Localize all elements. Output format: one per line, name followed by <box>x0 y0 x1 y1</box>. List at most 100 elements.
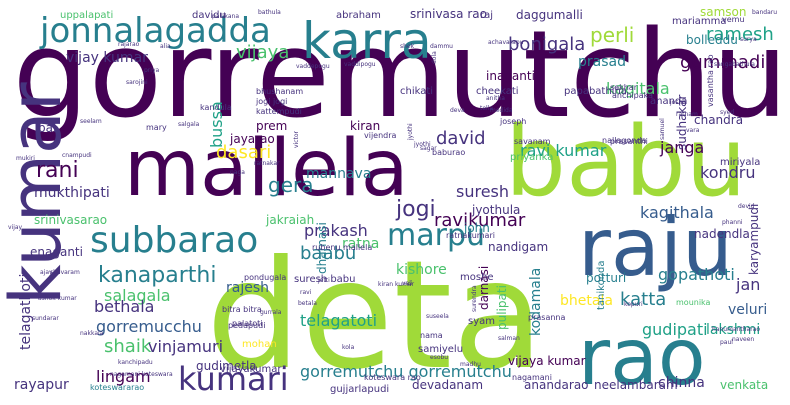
word-alia: alia <box>160 43 171 50</box>
word-janga: janga <box>659 138 704 157</box>
word-pal: pal <box>38 121 56 135</box>
word-bolleddu: bolleddu <box>686 33 738 47</box>
word-srinivasarao: srinivasarao <box>34 213 107 227</box>
word-joshi: joshi <box>669 99 684 106</box>
word-nakkala: nakkala <box>80 330 104 337</box>
word-raj: raj <box>480 10 493 21</box>
word-ratnam: ratnam <box>676 111 698 118</box>
word-kagitala: kagitala <box>606 79 670 98</box>
word-marpu: marpu <box>387 218 485 253</box>
word-palatoti: palatoti <box>232 319 263 328</box>
word-vemu: vemu <box>722 15 745 24</box>
word-prem: prem <box>256 119 287 133</box>
word-vijay: vijay <box>8 224 23 231</box>
word-gudimetla: gudimetla <box>196 359 257 373</box>
word-ratnakumari: ratnakumari <box>446 231 495 240</box>
word-prasanthi: prasanthi <box>610 137 648 146</box>
word-baabu: baabu <box>300 243 356 264</box>
word-gopathoti: gopathoti <box>658 265 735 284</box>
word-veluri: veluri <box>728 302 767 318</box>
word-syed: syed <box>720 109 734 116</box>
word-jetti: jetti <box>317 277 330 284</box>
word-kagithala: kagithala <box>640 203 714 222</box>
word-perli: perli <box>590 23 634 47</box>
word-enaganti: enaganti <box>30 245 83 259</box>
word-kumari: kumari <box>178 360 289 398</box>
word-bhetala: bhetala <box>560 293 613 309</box>
word-dola: dola <box>431 51 438 64</box>
word-jyothi: jyothi <box>413 141 431 148</box>
word-deta: deta <box>206 229 544 403</box>
word-vaddipogu: vaddipogu <box>344 61 376 68</box>
word-prakash: prakash <box>304 221 368 240</box>
word-vijendra: vijendra <box>364 131 397 140</box>
word-inaganti: inaganti <box>486 69 535 83</box>
word-ananda: ananda <box>650 96 687 107</box>
word-samiyelu: samiyelu <box>418 344 463 355</box>
word-paul: paul <box>720 339 733 346</box>
word-uppalapati: uppalapati <box>60 10 113 21</box>
word-abraham: abraham <box>336 10 381 21</box>
word-jan: jan <box>735 275 760 294</box>
word-karra: karra <box>302 12 432 70</box>
word-rajarao: rajarao <box>118 41 140 48</box>
word-anitha: anitha <box>486 95 505 102</box>
word-gorremutchu: gorremutchu <box>13 6 788 145</box>
word-john: john <box>463 221 490 235</box>
word-gera: gera <box>268 173 313 197</box>
word-priya: priya <box>144 67 159 74</box>
word-surendra: surendra <box>471 285 478 312</box>
word-phanni: phanni <box>722 219 743 226</box>
word-jayarao: jayarao <box>229 132 275 146</box>
word-jogi: jogi <box>395 197 436 222</box>
word-nadendla: nadendla <box>694 227 750 241</box>
word-pedapudi: pedapudi <box>228 321 265 330</box>
word-rayapur: rayapur <box>14 377 69 393</box>
word-nandigam: nandigam <box>488 240 548 254</box>
word-betala: betala <box>298 300 317 307</box>
word-nallagonda: nallagonda <box>602 136 646 145</box>
word-papabathina: papabathina <box>564 86 627 97</box>
word-cnampudi: cnampudi <box>62 152 92 159</box>
word-kandula: kandula <box>200 103 232 112</box>
word-shek: shek <box>400 43 415 50</box>
word-vaddepogu: vaddepogu <box>296 63 330 70</box>
word-bhushanam: bhushanam <box>256 87 303 96</box>
word-telagatoti: telagatoti <box>300 311 377 330</box>
word-deva: deva <box>450 107 465 114</box>
word-samson: samson <box>700 5 747 19</box>
word-chikati: chikati <box>400 86 433 97</box>
word-lakshmi: lakshmi <box>706 322 760 338</box>
word-vasantha-rao: vasantha rao <box>706 54 715 107</box>
word-tanikonda: tanikonda <box>596 260 607 310</box>
word-kattempudi: kattempudi <box>256 107 302 116</box>
word-bitra-bitra: bitra bitra <box>222 305 262 314</box>
word-sangabathula: sangabathula <box>714 61 755 68</box>
word-bathula: bathula <box>258 9 281 16</box>
word-bandaru: bandaru <box>752 9 777 16</box>
word-david: david <box>436 128 486 149</box>
word-potturi: potturi <box>586 271 626 285</box>
word-anchipaka: anchipaka <box>612 91 653 100</box>
word-joseph: joseph <box>499 117 526 126</box>
word-chinna: chinna <box>658 375 705 391</box>
word-vali: vali <box>402 280 413 287</box>
word-prasad: prasad <box>578 54 626 70</box>
word-miriyala: miriyala <box>720 157 760 168</box>
word-sagar: sagar <box>420 145 437 152</box>
word-achavarapu: achavarapu <box>488 39 524 46</box>
word-naveen: naveen <box>732 336 754 343</box>
word-mukthipati: mukthipati <box>34 185 110 201</box>
word-mounika: mounika <box>676 298 711 307</box>
word-baburao: baburao <box>432 148 465 157</box>
word-katta: katta <box>620 289 666 310</box>
word-vinjamuri: vinjamuri <box>148 337 223 356</box>
word-rani: rani <box>36 158 79 183</box>
word-vara: vara <box>686 127 700 134</box>
word-shavaram: shavaram <box>50 269 80 276</box>
word-kumar: kumar <box>0 82 77 305</box>
word-chandra: chandra <box>694 113 743 127</box>
word-karyampudi: karyampudi <box>747 204 761 275</box>
word-salman: salman <box>498 335 520 342</box>
word-dharnasi: dharnasi <box>315 222 329 274</box>
